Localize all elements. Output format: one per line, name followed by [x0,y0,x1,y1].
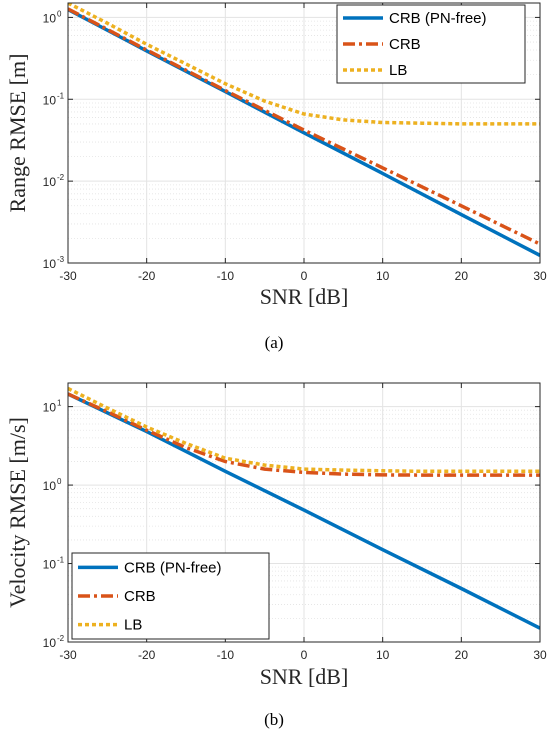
y-tick-exponent: -1 [57,556,65,565]
y-tick-label: 10 [43,11,57,25]
series-line-lb [68,386,540,474]
y-tick-exponent: -3 [57,255,65,264]
legend-label: CRB [124,588,156,605]
series-line-crb-pn-free [68,7,540,257]
legend-label: CRB [389,36,421,53]
y-axis-label: Velocity RMSE [m/s] [5,417,30,608]
legend-label: CRB (PN-free) [124,559,222,576]
x-tick-label: 30 [533,648,547,662]
y-tick-exponent: -1 [57,91,65,100]
legend-label: LB [124,617,142,634]
x-tick-label: -20 [138,269,156,283]
y-axis-label: Range RMSE [m] [5,54,30,213]
x-tick-label: 20 [455,269,469,283]
y-tick-label: 10 [43,401,57,415]
x-tick-label: -30 [59,269,77,283]
series-line-crb [68,7,540,246]
x-tick-label: -10 [217,648,235,662]
legend: CRB (PN-free) CRB LB [71,552,270,640]
legend: CRB (PN-free) CRB LB [336,4,526,84]
series-line-lb [68,3,540,126]
subfigure-caption: (a) [265,333,284,352]
x-tick-label: -30 [59,648,77,662]
y-tick-label: 10 [43,175,57,189]
y-tick-label: 10 [43,93,57,107]
y-tick-exponent: 0 [57,477,62,486]
x-tick-label: 10 [376,269,390,283]
y-tick-label: 10 [43,558,57,572]
legend-label: CRB (PN-free) [389,10,487,27]
series-line-crb [68,392,540,477]
y-tick-label: 10 [43,479,57,493]
x-tick-label: -20 [138,648,156,662]
x-tick-label: 20 [455,648,469,662]
y-tick-exponent: -2 [57,173,65,182]
y-tick-exponent: 0 [57,9,62,18]
legend-label: LB [389,62,407,79]
x-axis-label: SNR [dB] [260,284,349,309]
series-group [68,3,540,257]
series-group [68,386,540,630]
x-tick-label: 10 [376,648,390,662]
y-tick-label: 10 [43,257,57,271]
x-axis-label: SNR [dB] [260,664,349,689]
y-tick-exponent: -2 [57,634,65,643]
subfigure-caption: (b) [264,710,284,729]
x-tick-label: 0 [301,648,308,662]
x-tick-label: -10 [217,269,235,283]
x-tick-label: 30 [533,269,547,283]
x-tick-label: 0 [301,269,308,283]
y-tick-exponent: 1 [57,399,62,408]
y-tick-label: 10 [43,636,57,650]
